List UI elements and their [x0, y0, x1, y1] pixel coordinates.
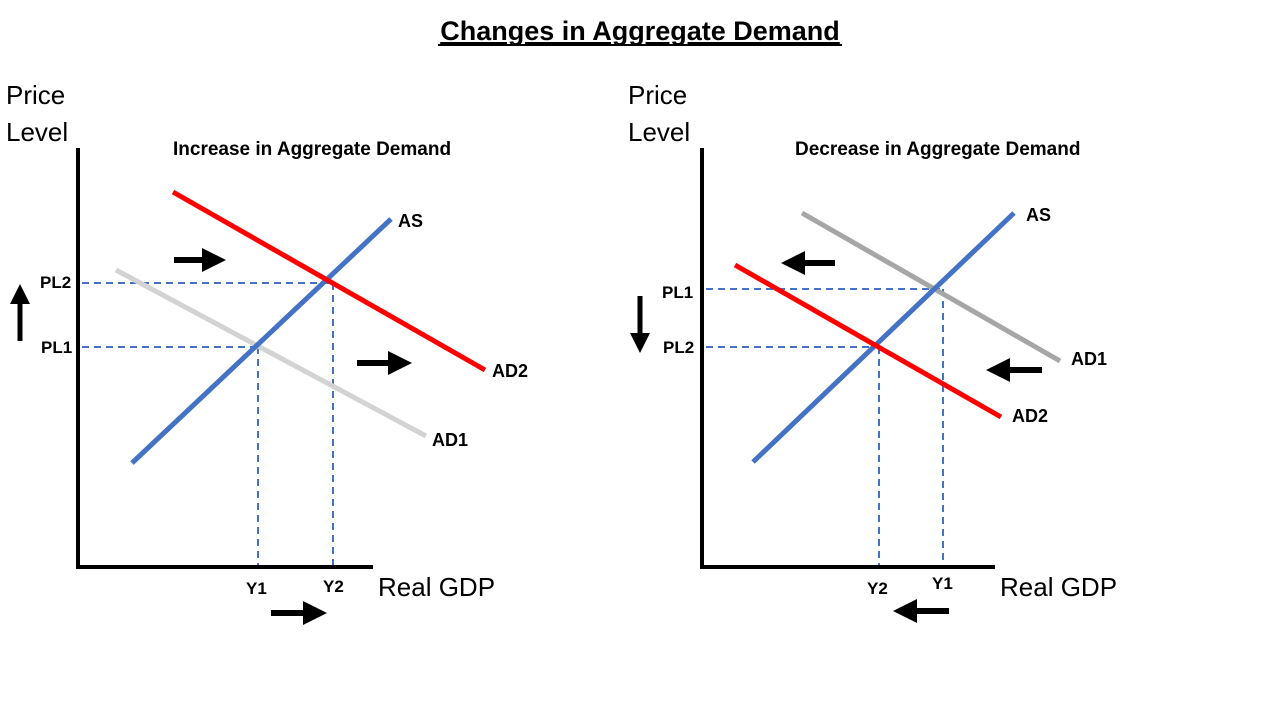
panel-decrease: Price Level Decrease in Aggregate Demand… — [628, 80, 1117, 623]
as-curve — [130, 217, 393, 465]
price-tick-upper: PL1 — [662, 283, 693, 302]
price-tick-lower: PL1 — [41, 338, 72, 357]
x-axis-label: Real GDP — [1000, 572, 1117, 602]
price-tick-lower: PL2 — [663, 338, 694, 357]
panel-title: Decrease in Aggregate Demand — [795, 139, 1080, 160]
y-axis-label-line2: Level — [628, 117, 690, 147]
slide-title: Changes in Aggregate Demand — [440, 16, 840, 46]
y-axis-label-line1: Price — [6, 80, 65, 110]
quantity-tick-right: Y1 — [932, 574, 953, 593]
y-axis-label-line2: Level — [6, 117, 68, 147]
ad1-curve — [800, 210, 1062, 364]
as-label: AS — [1026, 205, 1051, 225]
y-axis-label-line1: Price — [628, 80, 687, 110]
as-label: AS — [398, 211, 423, 231]
as-curve — [751, 211, 1016, 464]
ad1-label: AD1 — [1071, 349, 1107, 369]
ad1-label: AD1 — [432, 430, 468, 450]
x-axis-label: Real GDP — [378, 572, 495, 602]
ad2-curve — [171, 189, 487, 373]
ad2-label: AD2 — [1012, 406, 1048, 426]
quantity-tick-left: Y2 — [867, 579, 888, 598]
ad2-curve — [733, 262, 1003, 420]
panel-increase: Price Level Increase in Aggregate Demand… — [6, 80, 528, 625]
panel-title: Increase in Aggregate Demand — [173, 139, 451, 160]
price-tick-upper: PL2 — [40, 273, 71, 292]
ad1-curve — [114, 267, 428, 439]
ad2-label: AD2 — [492, 361, 528, 381]
quantity-tick-right: Y2 — [323, 577, 344, 596]
quantity-tick-left: Y1 — [246, 579, 267, 598]
